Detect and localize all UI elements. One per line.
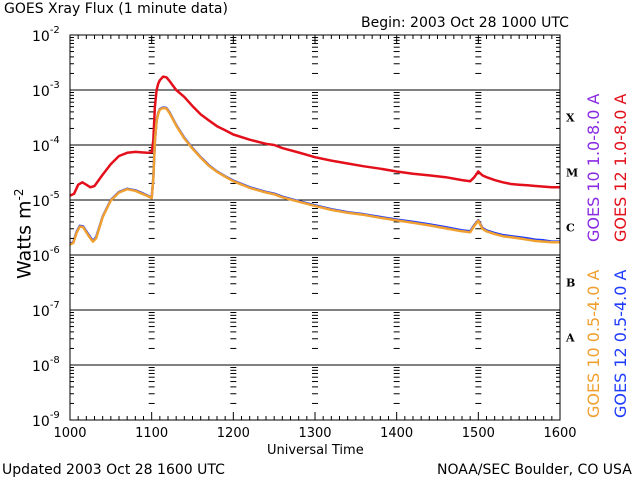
y-tick-label: 10-6 [32, 245, 60, 265]
x-tick-label: 1300 [298, 426, 331, 441]
legend-goes12-long: GOES 12 1.0-8.0 A [611, 93, 630, 242]
y-tick-label: 10-4 [32, 135, 60, 155]
x-tick-label: 1000 [53, 426, 86, 441]
x-tick-label: 1400 [380, 426, 413, 441]
flare-class-label: A [565, 332, 575, 345]
flare-class-label: B [566, 277, 575, 290]
series-line [69, 106, 560, 246]
series-layer [69, 75, 560, 246]
y-tick-exponent: -6 [50, 245, 60, 256]
y-tick-exponent: -2 [50, 25, 60, 36]
begin-time: Begin: 2003 Oct 28 1000 UTC [361, 15, 569, 31]
y-tick-label: 10-8 [32, 355, 60, 375]
x-tick-label: 1600 [543, 426, 576, 441]
flare-class-label: M [566, 167, 578, 180]
y-tick-exponent: -4 [50, 135, 60, 146]
y-tick-label: 10-5 [32, 190, 60, 210]
y-tick-exponent: -5 [50, 190, 60, 201]
y-tick-exponent: -7 [50, 300, 60, 311]
x-tick-label: 1200 [217, 426, 250, 441]
grid-layer [70, 37, 560, 404]
updated-time: Updated 2003 Oct 28 1600 UTC [2, 462, 225, 478]
flare-class-label: X [566, 112, 575, 125]
legend-goes12-short: GOES 12 0.5-4.0 A [611, 269, 630, 418]
y-tick-exponent: -9 [50, 410, 60, 421]
y-axis-label-superscript: -2 [12, 188, 26, 201]
y-axis-label-text: Watts m [13, 200, 36, 279]
source-credit: NOAA/SEC Boulder, CO USA [437, 462, 632, 478]
y-tick-exponent: -3 [50, 80, 60, 91]
series-line [69, 75, 560, 197]
legend-goes10-long: GOES 10 1.0-8.0 A [584, 93, 603, 242]
chart-title: GOES Xray Flux (1 minute data) [4, 1, 228, 17]
x-axis-label: Universal Time [267, 443, 364, 458]
x-tick-label: 1100 [135, 426, 168, 441]
y-tick-exponent: -8 [50, 355, 60, 366]
legend-goes10-short: GOES 10 0.5-4.0 A [584, 269, 603, 418]
y-axis-label: Watts m-2 [9, 188, 36, 279]
y-tick-label: 10-7 [32, 300, 60, 320]
y-tick-label: 10-3 [32, 80, 60, 100]
y-tick-label: 10-2 [32, 25, 60, 45]
flare-class-label: C [566, 222, 575, 235]
x-tick-label: 1500 [462, 426, 495, 441]
